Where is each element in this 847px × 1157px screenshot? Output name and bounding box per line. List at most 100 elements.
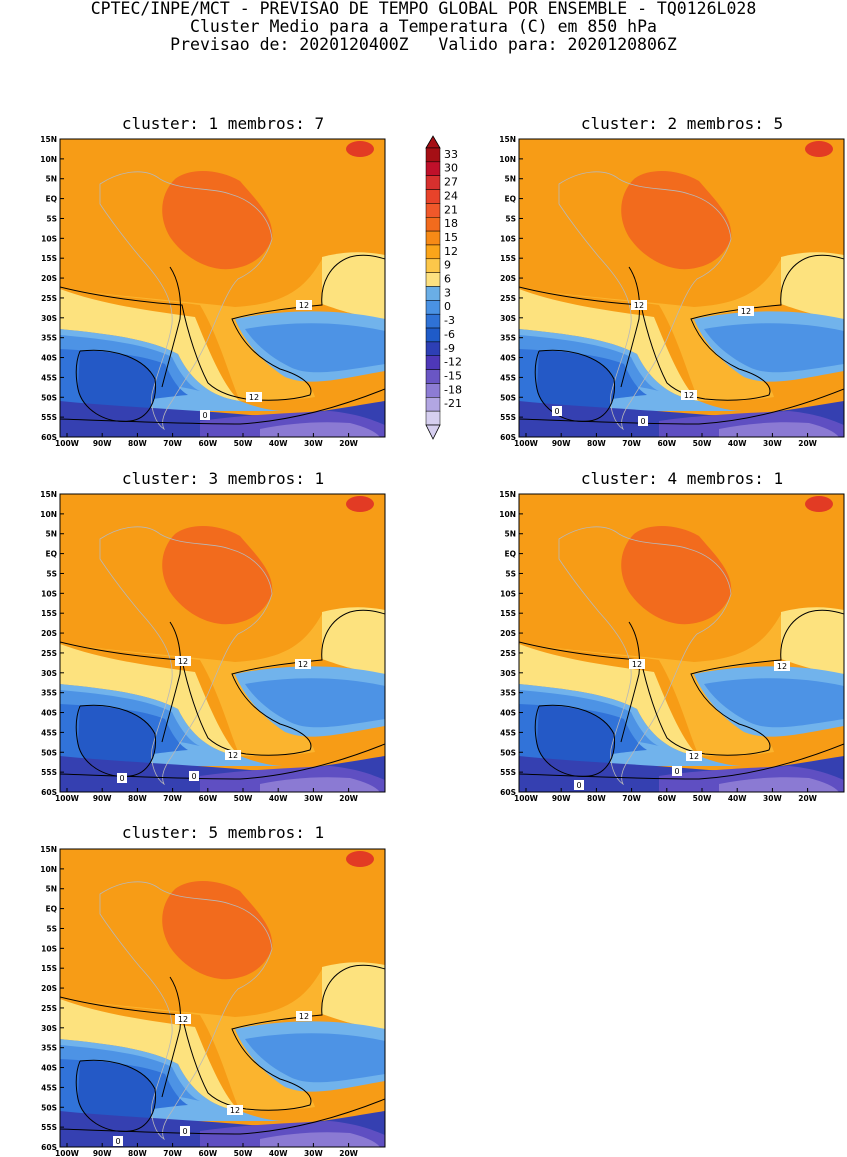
colorbar-bottom-arrow <box>425 424 441 440</box>
colorbar-swatch <box>425 327 441 343</box>
colorbar-swatch <box>425 410 441 426</box>
lon-label: 60W <box>657 439 676 448</box>
lat-label: 50S <box>41 748 57 757</box>
coastline <box>558 171 732 431</box>
contour-label-bg <box>574 780 584 790</box>
lon-label: 40W <box>728 794 747 803</box>
lat-label: 10N <box>499 510 516 519</box>
contour-label: 0 <box>554 407 559 416</box>
temp-band-yellow <box>519 644 699 756</box>
colorbar-swatch <box>425 203 441 218</box>
colorbar-label: 27 <box>444 176 458 189</box>
contour-label-bg <box>200 410 210 420</box>
lon-label: 70W <box>163 1149 182 1157</box>
lon-label: 90W <box>552 439 571 448</box>
lon-label: 90W <box>552 794 571 803</box>
temp-band-yellow <box>781 607 844 674</box>
contour-label-bg <box>631 300 647 310</box>
lat-label: 5S <box>505 569 516 578</box>
temp-band-lpurple <box>260 1132 380 1147</box>
contour-label-bg <box>117 773 127 783</box>
contour-label-bg <box>774 661 790 671</box>
lon-label: 60W <box>198 439 217 448</box>
temp-band-dblue <box>537 350 615 421</box>
temp-band-lpurple <box>260 422 380 437</box>
contour-label: 12 <box>741 307 751 316</box>
contour-label-bg <box>246 392 262 402</box>
lat-label: 20S <box>500 629 516 638</box>
panel-cluster-5: 12 12 12 0 0 15N 10N 5N EQ 5S 10S 15S 20S 25S 30S 35S 40… <box>40 845 386 1157</box>
contour-label: 0 <box>576 781 581 790</box>
lon-label: 30W <box>304 439 323 448</box>
colorbar-label: -21 <box>444 397 462 410</box>
contour-label: 12 <box>178 1015 188 1024</box>
lat-label: 5S <box>46 214 57 223</box>
colorbar-swatch <box>425 258 441 273</box>
header-line-2: Cluster Medio para a Temperatura (C) em … <box>190 17 657 36</box>
temp-band-mblue <box>704 678 844 728</box>
lon-label: 70W <box>163 794 182 803</box>
colorbar-swatch <box>425 230 441 246</box>
contour-line <box>75 349 157 422</box>
temp-band-mblue <box>245 1033 385 1083</box>
lat-label: 20S <box>41 984 57 993</box>
lon-label: 30W <box>304 1149 323 1157</box>
temp-band-orangeLight <box>60 614 385 756</box>
lat-label: 25S <box>500 649 516 658</box>
colorbar-label: -9 <box>444 342 455 355</box>
lat-label: 35S <box>500 689 516 698</box>
lon-label: 70W <box>622 439 641 448</box>
lat-label: 35S <box>41 334 57 343</box>
contour-label: 12 <box>178 657 188 666</box>
lat-label: 15N <box>40 490 57 499</box>
temp-band-dblue <box>78 705 156 776</box>
panel-title: cluster: 3 membros: 1 <box>122 469 324 488</box>
lat-label: 40S <box>41 1064 57 1073</box>
header-line-3: Previsao de: 2020120400Z Valido para: 20… <box>170 35 677 54</box>
map-frame <box>59 493 386 793</box>
panel-title: cluster: 2 membros: 5 <box>581 114 783 133</box>
lon-label: 30W <box>763 794 782 803</box>
lat-label: 45S <box>41 1083 57 1092</box>
lon-label: 100W <box>55 794 80 803</box>
lat-label: 5N <box>46 175 58 184</box>
contour-label-bg <box>738 306 754 316</box>
temp-band-orangeDeep <box>621 170 732 270</box>
colorbar-label: 12 <box>444 245 458 258</box>
temp-band-yellow <box>519 289 699 401</box>
contour-label-bg <box>113 1136 123 1146</box>
colorbar-label: 30 <box>444 162 458 175</box>
lat-label: 45S <box>500 728 516 737</box>
contour-label-bg <box>672 766 682 776</box>
temp-band-mblue <box>245 678 385 728</box>
lat-label: 50S <box>500 748 516 757</box>
lon-label: 90W <box>93 439 112 448</box>
figure-header: CPTEC/INPE/MCT - PREVISAO DE TEMPO GLOBA… <box>0 0 847 54</box>
map-area: 12 12 12 0 0 <box>60 494 385 792</box>
map-area: 12 12 12 0 0 <box>519 494 844 792</box>
contour-line <box>519 388 844 425</box>
contour-label-bg <box>225 750 241 760</box>
colorbar-swatch <box>425 397 441 412</box>
lon-label: 30W <box>763 439 782 448</box>
contour-label: 12 <box>298 660 308 669</box>
contour-line <box>534 704 616 777</box>
lat-label: 55S <box>41 413 57 422</box>
map-area: 12 12 12 0 0 <box>519 139 844 437</box>
lat-label: EQ <box>505 550 517 559</box>
temp-band-orangeLight <box>519 259 844 401</box>
temp-band-yellow <box>322 962 385 1029</box>
contour-line <box>60 388 385 425</box>
contour-label: 0 <box>182 1127 187 1136</box>
lat-label: 15N <box>40 135 57 144</box>
contour-line <box>519 743 844 780</box>
lat-label: 60S <box>41 1143 57 1152</box>
lon-label: 70W <box>622 794 641 803</box>
temp-band-yellow <box>60 999 240 1111</box>
colorbar-swatch <box>425 369 441 384</box>
temp-band-lpurple <box>260 777 380 792</box>
contour-label: 12 <box>228 751 238 760</box>
contour-line <box>161 621 181 743</box>
lat-label: 25S <box>500 294 516 303</box>
